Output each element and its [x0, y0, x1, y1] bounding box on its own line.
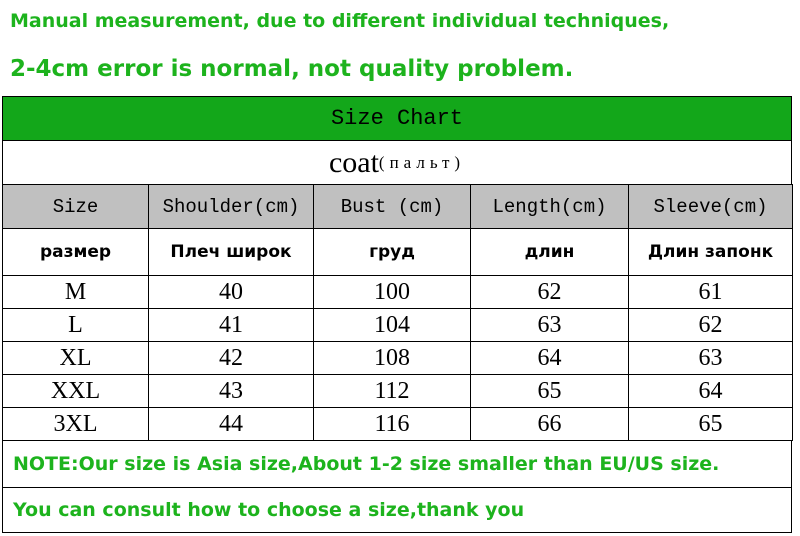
data-cell: 116 — [313, 407, 471, 441]
data-cell: 65 — [470, 374, 629, 408]
product-cell: coat (пальт) — [2, 140, 792, 185]
header-cell: Size — [2, 184, 149, 229]
header-cell: Bust (cm) — [313, 184, 471, 229]
data-cell: 42 — [148, 341, 314, 375]
data-cell: XXL — [2, 374, 149, 408]
product: coat — [328, 145, 379, 179]
header-ru-cell: длин — [470, 228, 629, 276]
header-ru-cell: Плеч широк — [148, 228, 314, 276]
data-cell: 62 — [628, 308, 793, 342]
data-cell: 64 — [470, 341, 629, 375]
product-ru: (пальт) — [378, 152, 466, 172]
note-cell: You can consult how to choose a size,tha… — [2, 487, 792, 533]
note-cell: NOTE:Our size is Asia size,About 1-2 siz… — [2, 440, 792, 488]
data-cell: 61 — [628, 275, 793, 309]
header-cell: Length(cm) — [470, 184, 629, 229]
data-cell: L — [2, 308, 149, 342]
notice-line: Manual measurement, due to different ind… — [10, 10, 670, 32]
data-cell: 63 — [628, 341, 793, 375]
data-cell: 41 — [148, 308, 314, 342]
data-cell: M — [2, 275, 149, 309]
data-cell: 104 — [313, 308, 471, 342]
header-ru-cell: размер — [2, 228, 149, 276]
header-ru-cell: груд — [313, 228, 471, 276]
data-cell: 64 — [628, 374, 793, 408]
notice-line: 2-4cm error is normal, not quality probl… — [10, 56, 574, 82]
table-title: Size Chart — [2, 96, 792, 141]
data-cell: 100 — [313, 275, 471, 309]
header-ru-cell: Длин запонк — [628, 228, 793, 276]
data-cell: 40 — [148, 275, 314, 309]
note: You can consult how to choose a size,tha… — [13, 499, 525, 521]
data-cell: 108 — [313, 341, 471, 375]
header-cell: Sleeve(cm) — [628, 184, 793, 229]
data-cell: 3XL — [2, 407, 149, 441]
data-cell: 62 — [470, 275, 629, 309]
data-cell: 112 — [313, 374, 471, 408]
data-cell: XL — [2, 341, 149, 375]
data-cell: 63 — [470, 308, 629, 342]
data-cell: 66 — [470, 407, 629, 441]
note: NOTE:Our size is Asia size,About 1-2 siz… — [13, 453, 720, 475]
data-cell: 44 — [148, 407, 314, 441]
header-cell: Shoulder(cm) — [148, 184, 314, 229]
data-cell: 65 — [628, 407, 793, 441]
data-cell: 43 — [148, 374, 314, 408]
